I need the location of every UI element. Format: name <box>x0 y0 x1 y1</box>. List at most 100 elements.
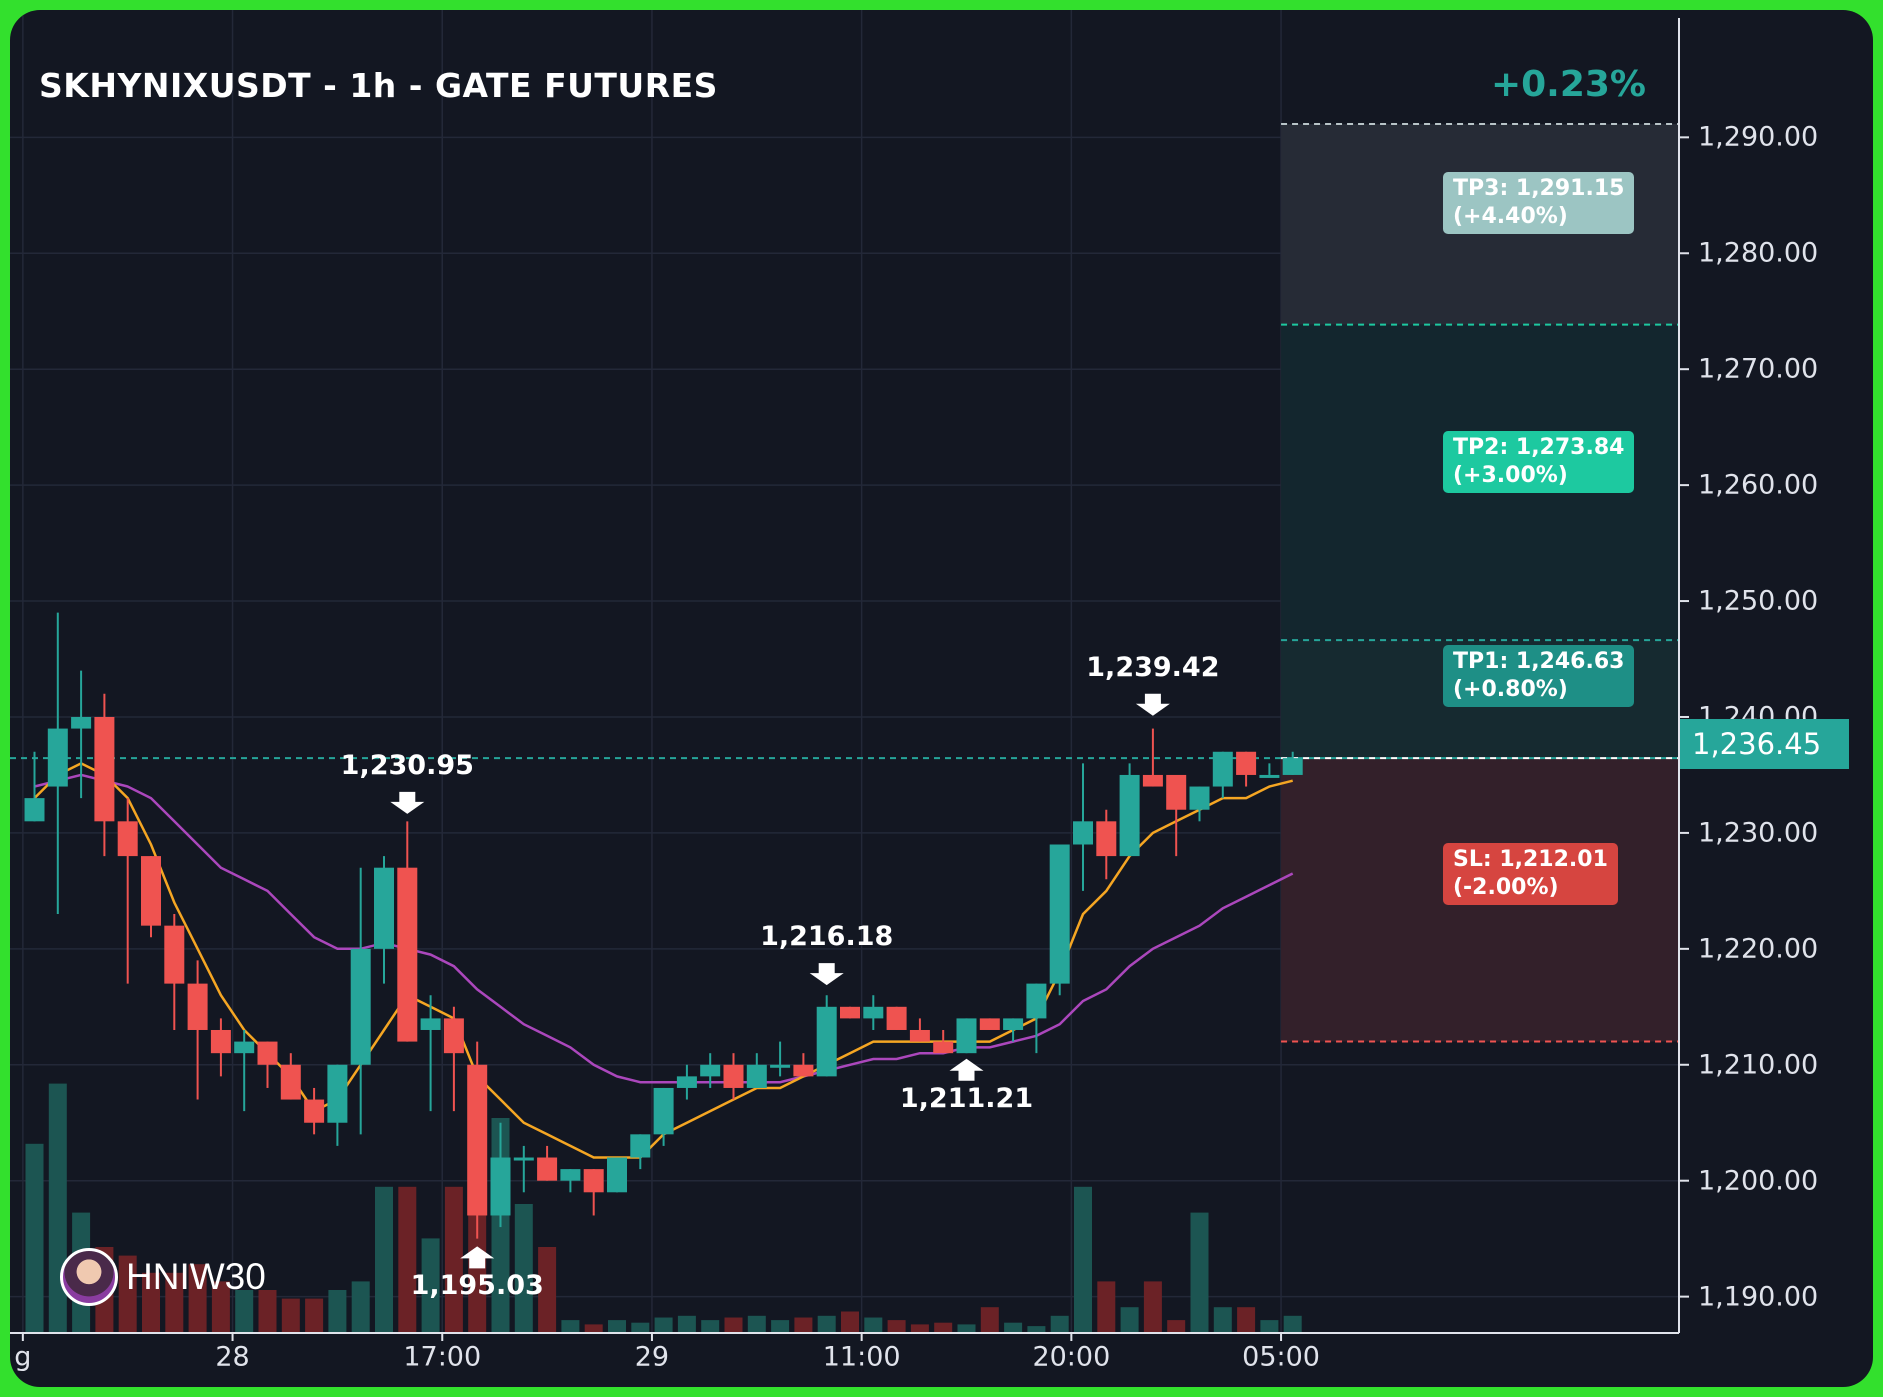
candle-body <box>280 1064 301 1100</box>
candle-body <box>24 798 45 822</box>
change-percent: +0.23% <box>1490 64 1646 105</box>
candle-body <box>467 1064 488 1216</box>
candle-body <box>723 1064 744 1088</box>
candle-body <box>863 1006 884 1019</box>
candle-body <box>304 1099 325 1123</box>
candle-body <box>746 1064 767 1088</box>
candle <box>164 914 185 1030</box>
candle-body <box>1259 774 1280 778</box>
volume-bar <box>817 1315 836 1333</box>
candle-body <box>1073 821 1093 845</box>
volume-bar <box>1120 1307 1139 1333</box>
volume-bar <box>444 1186 463 1333</box>
volume-bar <box>771 1320 790 1333</box>
candle <box>1142 728 1163 787</box>
candle <box>1212 751 1233 799</box>
volume-bar <box>584 1324 603 1333</box>
price-tick-label: 1,210.00 <box>1698 1049 1819 1081</box>
price-tick-label: 1,270.00 <box>1698 353 1819 385</box>
candle-body <box>816 1006 837 1077</box>
candle <box>816 995 837 1077</box>
price-tick-label: 1,260.00 <box>1698 469 1819 501</box>
volume-bar <box>794 1317 813 1333</box>
price-chart[interactable] <box>10 10 1873 1387</box>
candle-body <box>676 1076 697 1088</box>
candle <box>443 1006 464 1112</box>
candle-body <box>979 1018 1000 1030</box>
tp1-label: TP1: 1,246.63 (+0.80%) <box>1443 645 1635 707</box>
candle <box>886 1006 907 1030</box>
price-annotation: 1,239.42 <box>1086 651 1220 683</box>
candle <box>630 1134 651 1170</box>
candle <box>1259 763 1280 778</box>
candle <box>280 1053 301 1100</box>
candle <box>770 1041 791 1077</box>
candle <box>1003 1018 1024 1042</box>
candle <box>350 867 371 1135</box>
volume-bar <box>1097 1281 1116 1333</box>
candle-body <box>770 1064 791 1068</box>
tp3-label: TP3: 1,291.15 (+4.40%) <box>1443 172 1635 234</box>
candle-body <box>187 983 208 1030</box>
time-tick-label: g <box>14 1341 32 1373</box>
candle-body <box>420 1018 441 1030</box>
volume-bar <box>305 1298 324 1333</box>
candle-body <box>164 925 185 984</box>
volume-bar <box>1027 1326 1046 1333</box>
candle <box>210 1018 231 1077</box>
candle-body <box>1166 774 1187 810</box>
candle <box>420 995 441 1112</box>
candle <box>840 1006 860 1019</box>
volume-bar <box>1143 1281 1162 1333</box>
volume-bar <box>1283 1315 1302 1333</box>
candle <box>1189 786 1210 822</box>
volume-bar <box>1074 1186 1092 1333</box>
price-tick-label: 1,190.00 <box>1698 1281 1819 1313</box>
price-tick-label: 1,200.00 <box>1698 1165 1819 1197</box>
volume-bar <box>980 1307 999 1333</box>
candle <box>187 960 208 1100</box>
candle-body <box>840 1006 860 1019</box>
chart-title: SKHYNIXUSDT - 1h - GATE FUTURES <box>39 66 718 105</box>
time-tick-label: 29 <box>634 1341 670 1373</box>
price-annotation: 1,230.95 <box>340 749 474 781</box>
volume-bar <box>1213 1307 1232 1333</box>
price-tick-label: 1,250.00 <box>1698 585 1819 617</box>
volume-bar <box>1050 1315 1069 1333</box>
volume-bar <box>747 1315 766 1333</box>
candle <box>94 693 115 857</box>
sl-label: SL: 1,212.01 (-2.00%) <box>1443 843 1618 905</box>
time-tick-label: 11:00 <box>822 1341 901 1373</box>
price-tick-label: 1,230.00 <box>1698 817 1819 849</box>
volume-bar <box>608 1320 626 1333</box>
volume-bar <box>281 1298 300 1333</box>
candle-body <box>490 1157 511 1216</box>
candle-body <box>47 728 68 787</box>
candle-body <box>374 867 394 949</box>
volume-bar <box>1260 1320 1279 1333</box>
candle-body <box>653 1087 674 1135</box>
volume-bar <box>1237 1307 1256 1333</box>
candle <box>653 1087 674 1146</box>
volume-bar <box>142 1272 160 1333</box>
volume-bar <box>631 1322 650 1333</box>
candle-body <box>1119 774 1140 857</box>
volume-bar <box>211 1281 230 1333</box>
candle <box>956 1018 977 1054</box>
volume-bar <box>375 1186 393 1333</box>
candle-body <box>630 1134 651 1158</box>
candle-body <box>350 948 371 1065</box>
candle-body <box>327 1064 348 1123</box>
volume-bar <box>724 1317 743 1333</box>
candle-body <box>1003 1018 1024 1030</box>
candle <box>1119 763 1140 857</box>
candle <box>117 798 138 984</box>
candle-body <box>1282 758 1303 775</box>
volume-bar <box>887 1320 906 1333</box>
candle-body <box>793 1064 814 1077</box>
volume-bar <box>235 1290 254 1333</box>
time-tick-label: 05:00 <box>1242 1341 1320 1373</box>
volume-bar <box>165 1272 184 1333</box>
price-tick-label: 1,220.00 <box>1698 933 1819 965</box>
time-tick-label: 28 <box>215 1341 250 1373</box>
